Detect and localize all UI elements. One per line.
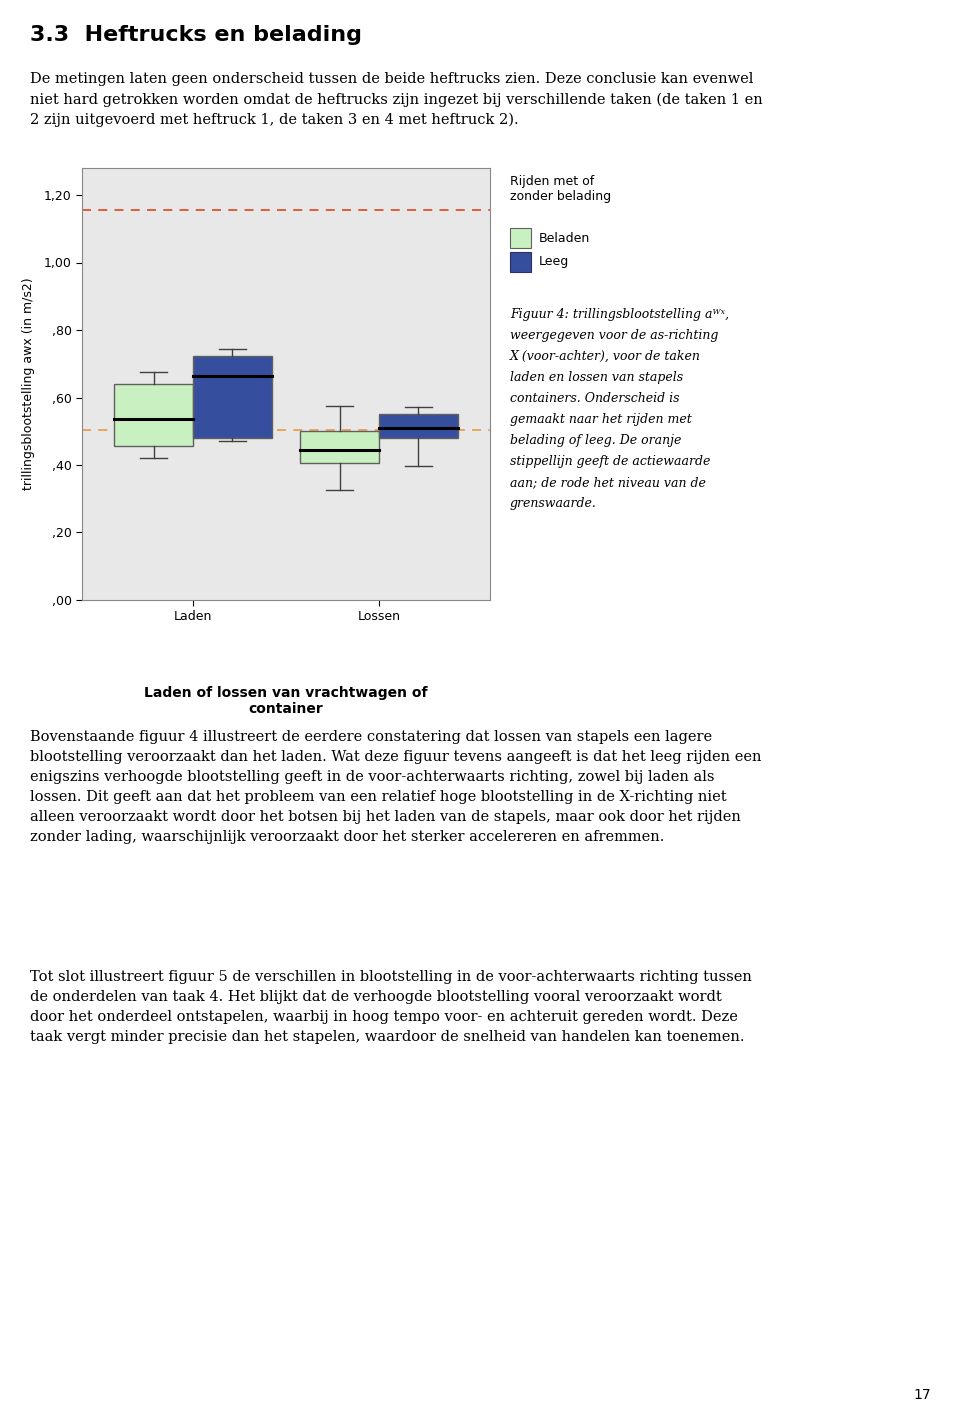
Text: De metingen laten geen onderscheid tussen de beide heftrucks zien. Deze conclusi: De metingen laten geen onderscheid tusse… [30, 71, 763, 127]
Bar [379, 414, 458, 438]
Y-axis label: trillingsblootstelling awx (in m/s2): trillingsblootstelling awx (in m/s2) [22, 277, 36, 490]
Text: 3.3  Heftrucks en belading: 3.3 Heftrucks en belading [30, 26, 362, 46]
Text: Bovenstaande figuur 4 illustreert de eerdere constatering dat lossen van stapels: Bovenstaande figuur 4 illustreert de eer… [30, 730, 761, 844]
Text: Rijden met of
zonder belading: Rijden met of zonder belading [510, 176, 612, 203]
Bar [193, 357, 272, 438]
Text: Figuur 4: trillingsblootstelling aᵂˣ,
weergegeven voor de as-richting
X (voor-ac: Figuur 4: trillingsblootstelling aᵂˣ, we… [510, 308, 730, 510]
Text: Beladen: Beladen [539, 231, 590, 244]
Text: Leeg: Leeg [539, 256, 569, 268]
Text: Laden of lossen van vrachtwagen of
container: Laden of lossen van vrachtwagen of conta… [144, 685, 428, 717]
Text: Tot slot illustreert figuur 5 de verschillen in blootstelling in de voor-achterw: Tot slot illustreert figuur 5 de verschi… [30, 970, 752, 1044]
Bar [300, 431, 379, 463]
Text: 17: 17 [914, 1388, 931, 1402]
Bar [114, 384, 193, 447]
